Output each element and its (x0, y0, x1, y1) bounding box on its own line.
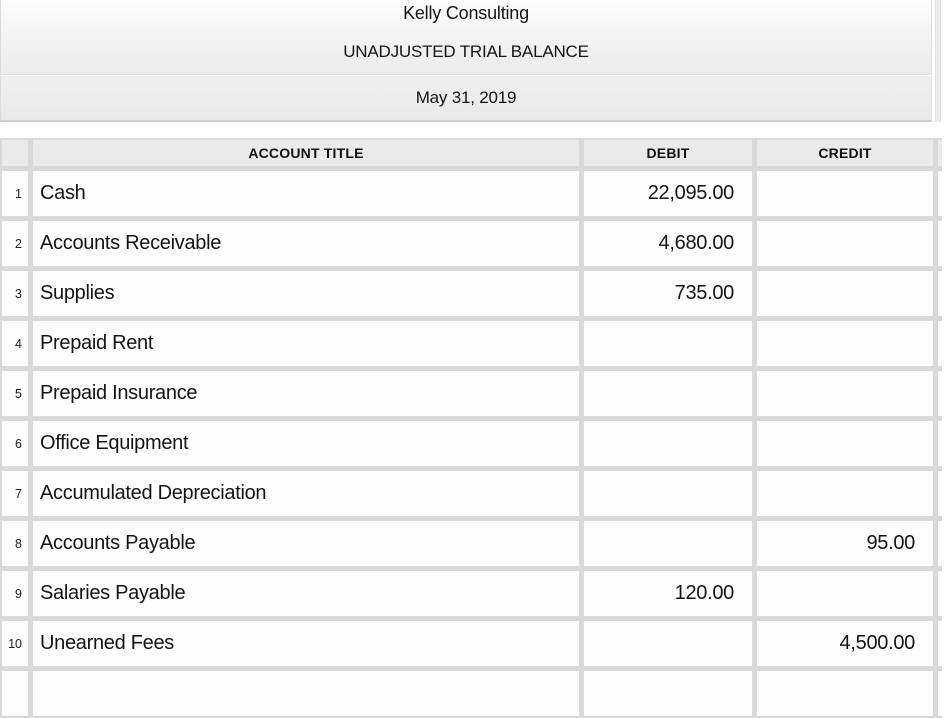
row-number[interactable] (2, 671, 28, 716)
account-cell[interactable] (33, 671, 579, 716)
account-cell[interactable]: Prepaid Rent (33, 321, 579, 366)
account-cell[interactable]: Cash (33, 171, 579, 216)
row-number[interactable]: 2 (2, 221, 28, 266)
row-number[interactable]: 1 (2, 171, 28, 216)
report-date[interactable]: May 31, 2019 (415, 88, 517, 107)
credit-cell[interactable] (757, 421, 933, 466)
credit-cell[interactable]: 95.00 (757, 521, 933, 566)
row-number[interactable]: 7 (2, 471, 28, 516)
account-cell[interactable]: Office Equipment (33, 421, 579, 466)
next-column-sliver (938, 271, 942, 316)
debit-cell[interactable] (584, 321, 752, 366)
corner-header-cell[interactable] (2, 140, 28, 166)
debit-cell[interactable] (584, 471, 752, 516)
next-column-sliver (938, 521, 942, 566)
next-column-sliver (938, 471, 942, 516)
credit-cell[interactable] (757, 471, 933, 516)
row-number[interactable]: 5 (2, 371, 28, 416)
credit-cell[interactable] (757, 271, 933, 316)
next-column-sliver (938, 140, 942, 166)
row-number[interactable]: 9 (2, 571, 28, 616)
account-cell[interactable]: Supplies (33, 271, 579, 316)
col-header-account-title[interactable]: ACCOUNT TITLE (33, 140, 579, 166)
next-column-sliver (938, 371, 942, 416)
credit-cell[interactable] (757, 371, 933, 416)
trial-balance-table: ACCOUNT TITLE DEBIT CREDIT 1 Cash 22,095… (0, 138, 942, 718)
debit-cell[interactable]: 22,095.00 (584, 171, 752, 216)
title-band: Kelly Consulting UNADJUSTED TRIAL BALANC… (0, 0, 932, 75)
account-cell[interactable]: Unearned Fees (33, 621, 579, 666)
credit-cell[interactable] (757, 571, 933, 616)
row-number[interactable]: 8 (2, 521, 28, 566)
account-cell[interactable]: Prepaid Insurance (33, 371, 579, 416)
debit-cell[interactable]: 4,680.00 (584, 221, 752, 266)
debit-cell[interactable] (584, 371, 752, 416)
account-cell[interactable]: Accounts Receivable (33, 221, 579, 266)
next-column-sliver (938, 421, 942, 466)
row-number[interactable]: 3 (2, 271, 28, 316)
credit-cell[interactable]: 4,500.00 (757, 621, 933, 666)
debit-cell[interactable]: 735.00 (584, 271, 752, 316)
account-cell[interactable]: Accumulated Depreciation (33, 471, 579, 516)
credit-cell[interactable] (757, 671, 933, 716)
date-band: May 31, 2019 (0, 76, 932, 122)
debit-cell[interactable] (584, 671, 752, 716)
next-column-sliver (938, 571, 942, 616)
debit-cell[interactable] (584, 621, 752, 666)
debit-cell[interactable] (584, 421, 752, 466)
next-column-header-sliver (935, 0, 941, 122)
debit-cell[interactable]: 120.00 (584, 571, 752, 616)
next-column-sliver (938, 621, 942, 666)
account-cell[interactable]: Accounts Payable (33, 521, 579, 566)
next-column-sliver (938, 671, 942, 716)
row-number[interactable]: 4 (2, 321, 28, 366)
account-cell[interactable]: Salaries Payable (33, 571, 579, 616)
col-header-credit[interactable]: CREDIT (757, 140, 933, 166)
row-number[interactable]: 6 (2, 421, 28, 466)
next-column-sliver (938, 221, 942, 266)
company-title[interactable]: Kelly Consulting (403, 3, 529, 23)
next-column-sliver (938, 321, 942, 366)
credit-cell[interactable] (757, 321, 933, 366)
row-number[interactable]: 10 (2, 621, 28, 666)
next-column-sliver (938, 171, 942, 216)
credit-cell[interactable] (757, 221, 933, 266)
col-header-debit[interactable]: DEBIT (584, 140, 752, 166)
credit-cell[interactable] (757, 171, 933, 216)
report-title[interactable]: UNADJUSTED TRIAL BALANCE (343, 42, 589, 61)
debit-cell[interactable] (584, 521, 752, 566)
